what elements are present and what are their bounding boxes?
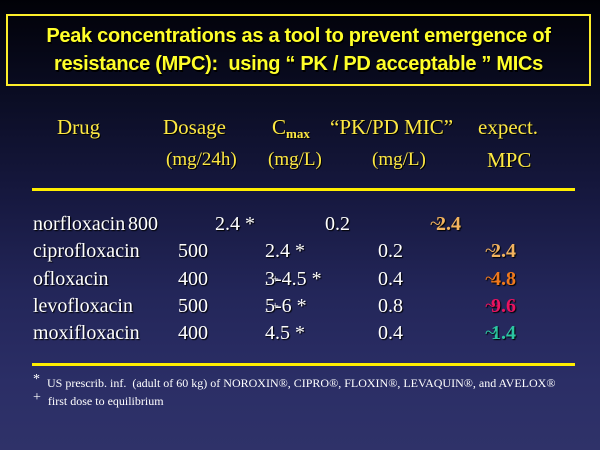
mic-value: 0.4 [378, 322, 403, 344]
table-row-moxifloxacin: moxifloxacin 400 4.5 * 0.4 ~1.4 [0, 321, 600, 347]
cmax-footnote-marks: , + [265, 298, 279, 313]
unit-cmax: (mg/L) [268, 149, 322, 170]
column-header-drug: Drug [57, 115, 101, 139]
table-row-ciprofloxacin: ciprofloxacin 500 2.4 * 0.2 ~2.4 [0, 239, 600, 265]
footnote-text: US prescrib. inf. (adult of 60 kg) of NO… [47, 376, 556, 390]
mpc-value: ~4.8 [485, 267, 516, 291]
cmax-footnote-marks: , + [265, 271, 279, 286]
plus-marker: + [33, 390, 41, 405]
mpc-number: 4.8 [491, 268, 516, 290]
cmax-number: 5-6 * [265, 295, 307, 317]
mic-value: 0.2 [325, 213, 350, 235]
drug-name: ofloxacin [33, 268, 109, 290]
mpc-number: 2.4 [491, 240, 516, 262]
dosage-value: 800 [128, 213, 158, 235]
divider-top [32, 188, 575, 191]
approx-tilde: ~ [485, 240, 496, 262]
mpc-value: ~2.4 [485, 239, 516, 263]
table-row-levofloxacin: levofloxacin 500 5-6 *, + 0.8 ~9.6 [0, 294, 600, 320]
mpc-value: ~1.4 [485, 321, 516, 345]
unit-expect-mpc: MPC [487, 148, 532, 172]
approx-tilde: ~ [430, 213, 441, 235]
slide-title-line-2: resistance (MPC): using “ PK / PD accept… [54, 53, 543, 75]
table-row-norfloxacin: norfloxacin 800 2.4 * 0.2 ~2.4 [0, 212, 600, 238]
footnote-first-dose: + first dose to equilibrium [33, 390, 164, 409]
unit-dosage: (mg/24h) [166, 149, 237, 170]
title-box: Peak concentrations as a tool to prevent… [6, 14, 591, 86]
dosage-value: 500 [178, 240, 208, 262]
cmax-number: 3-4.5 * [265, 268, 322, 290]
mpc-value: ~2.4 [430, 212, 461, 236]
footnote-text: first dose to equilibrium [47, 394, 164, 408]
drug-name: moxifloxacin [33, 322, 140, 344]
column-header-expect: expect. [478, 115, 539, 139]
footnote-prescribing-info: * US prescrib. inf. (adult of 60 kg) of N… [33, 372, 556, 391]
column-header-pkpd-mic: “PK/PD MIC” [330, 115, 454, 139]
dosage-value: 400 [178, 322, 208, 344]
mic-value: 0.4 [378, 268, 403, 290]
unit-mic: (mg/L) [372, 149, 426, 170]
cmax-value: 3-4.5 *, + [265, 267, 322, 295]
column-header-dosage: Dosage [163, 115, 226, 139]
drug-name: ciprofloxacin [33, 240, 140, 262]
drug-name: levofloxacin [33, 295, 133, 317]
mpc-value: ~9.6 [485, 294, 516, 318]
dosage-value: 500 [178, 295, 208, 317]
approx-tilde: ~ [485, 322, 496, 344]
table-row-ofloxacin: ofloxacin 400 3-4.5 *, + 0.4 ~4.8 [0, 267, 600, 293]
divider-bottom [32, 363, 575, 366]
drug-name: norfloxacin [33, 213, 126, 235]
column-header-cmax: Cmax [272, 115, 310, 146]
cmax-symbol: C [272, 115, 287, 139]
slide-title-line-1: Peak concentrations as a tool to prevent… [46, 25, 551, 47]
cmax-number: 2.4 * [265, 240, 305, 262]
asterisk-marker: * [33, 372, 40, 387]
mpc-number: 1.4 [491, 322, 516, 344]
mic-value: 0.2 [378, 240, 403, 262]
approx-tilde: ~ [485, 268, 496, 290]
mpc-number: 2.4 [436, 213, 461, 235]
cmax-value: 5-6 *, + [265, 294, 307, 322]
cmax-number: 2.4 * [215, 213, 255, 235]
dosage-value: 400 [178, 268, 208, 290]
cmax-number: 4.5 * [265, 322, 305, 344]
mic-value: 0.8 [378, 295, 403, 317]
cmax-subscript: max [286, 126, 310, 141]
mpc-number: 9.6 [491, 295, 516, 317]
approx-tilde: ~ [485, 295, 496, 317]
